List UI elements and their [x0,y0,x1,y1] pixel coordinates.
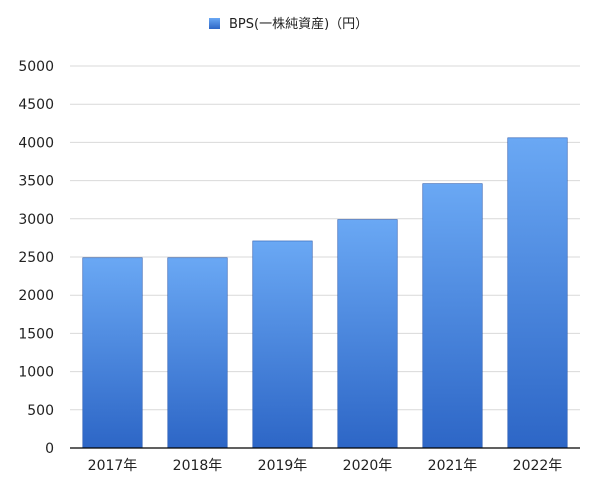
y-tick-label: 500 [27,403,54,419]
x-tick-label: 2022年 [513,458,563,474]
y-tick-label: 5000 [18,59,54,75]
x-tick-label: 2021年 [428,458,478,474]
bar-2019年 [252,240,313,449]
x-tick-label: 2019年 [258,458,308,474]
y-tick-label: 4500 [18,97,54,113]
gridlines [70,65,580,411]
bar-2018年 [167,257,228,449]
bar-2017年 [82,257,143,449]
x-tick-label: 2020年 [343,458,393,474]
y-tick-label: 0 [45,441,54,457]
bar-2021年 [422,183,483,449]
y-axis-tick-labels: 0 500 1000 1500 2000 2500 3000 3500 4000 4500 5000 [18,59,54,457]
y-tick-label: 1000 [18,365,54,381]
legend-label: BPS(一株純資産)（円） [229,16,368,32]
y-tick-label: 2500 [18,250,54,266]
y-tick-label: 3500 [18,174,54,190]
bar-2020年 [337,219,398,449]
x-axis-tick-labels: 2017年 2018年 2019年 2020年 2021年 2022年 [88,458,563,474]
x-tick-label: 2018年 [173,458,223,474]
y-tick-label: 2000 [18,288,54,304]
bars [82,137,568,449]
y-tick-label: 1500 [18,326,54,342]
y-tick-label: 3000 [18,212,54,228]
chart-legend: BPS(一株純資産)（円） [209,16,368,32]
y-tick-label: 4000 [18,135,54,151]
x-tick-label: 2017年 [88,458,138,474]
legend-swatch [209,18,220,29]
bar-2022年 [507,137,568,449]
